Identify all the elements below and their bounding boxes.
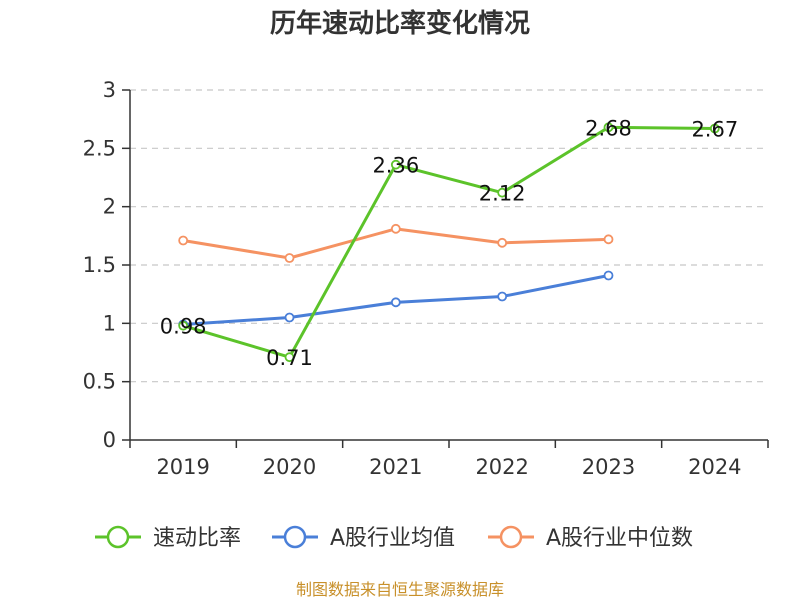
data-label: 2.12 [479, 182, 526, 206]
data-point [603, 234, 614, 245]
legend-label: A股行业均值 [330, 526, 455, 551]
series-lines [178, 122, 720, 363]
data-point [390, 159, 401, 170]
data-label: 2.67 [691, 118, 738, 142]
data-point [497, 237, 508, 248]
y-tick-label: 1 [103, 311, 116, 335]
data-label: 2.36 [372, 154, 419, 178]
data-label: 0.98 [160, 315, 207, 339]
data-point [284, 312, 295, 323]
data-point [390, 223, 401, 234]
data-point [178, 235, 189, 246]
data-point [497, 187, 508, 198]
data-point [603, 122, 614, 133]
legend[interactable]: 速动比率 A股行业均值 A股行业中位数 [95, 525, 693, 551]
grid-lines [130, 89, 768, 383]
y-tick-label: 1.5 [83, 253, 116, 277]
y-tick-label: 0 [103, 428, 116, 452]
legend-label: 速动比率 [153, 526, 241, 551]
legend-label: A股行业中位数 [546, 526, 693, 551]
data-point [284, 352, 295, 363]
source-note: 制图数据来自恒生聚源数据库 [296, 580, 504, 599]
x-tick-label: 2020 [263, 455, 316, 479]
x-tick-label: 2022 [475, 455, 528, 479]
x-tick-label: 2021 [369, 455, 422, 479]
legend-item[interactable]: 速动比率 [95, 525, 241, 551]
data-labels: 0.98 0.71 2.36 2.12 2.68 2.67 [160, 116, 738, 370]
y-axis-ticks: 0 0.5 1 1.5 2 2.5 3 [83, 78, 130, 452]
data-point [390, 297, 401, 308]
data-point [497, 291, 508, 302]
legend-item[interactable]: A股行业均值 [272, 525, 455, 551]
data-point [284, 253, 295, 263]
data-label: 0.71 [266, 346, 313, 370]
x-tick-label: 2019 [156, 455, 209, 479]
y-tick-label: 2 [103, 195, 116, 219]
y-tick-label: 2.5 [83, 136, 116, 160]
legend-marker [106, 525, 130, 549]
series-line-0 [182, 125, 715, 359]
legend-marker [283, 525, 307, 549]
data-point [709, 123, 720, 134]
chart-title: 历年速动比率变化情况 [270, 8, 530, 39]
y-tick-label: 3 [103, 78, 116, 102]
x-axis-ticks: 2019 2020 2021 2022 2023 2024 [129, 440, 769, 479]
x-tick-label: 2024 [688, 455, 741, 479]
data-point [178, 320, 189, 331]
data-label: 2.68 [585, 116, 632, 140]
y-tick-label: 0.5 [83, 370, 116, 394]
legend-item[interactable]: A股行业中位数 [488, 525, 693, 551]
legend-marker [499, 525, 523, 549]
x-tick-label: 2023 [582, 455, 635, 479]
data-point [603, 270, 614, 281]
